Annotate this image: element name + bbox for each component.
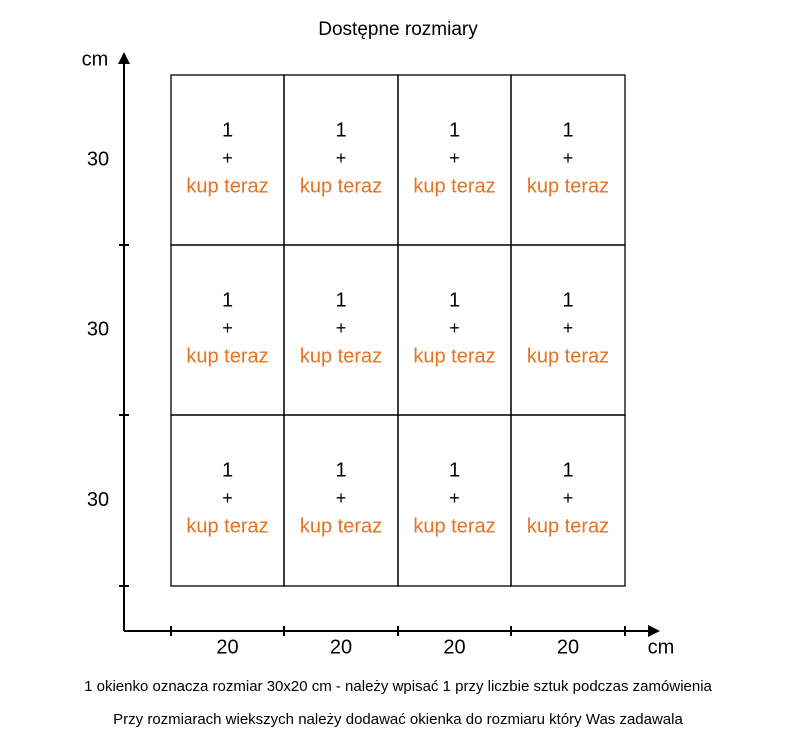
cell-sign: + — [449, 148, 460, 168]
cell-sign: + — [563, 148, 574, 168]
cell-sign: + — [336, 318, 347, 338]
x-label: 20 — [330, 636, 352, 658]
cell-count: 1 — [222, 289, 233, 311]
x-label: 20 — [216, 636, 238, 658]
cell-sign: + — [563, 318, 574, 338]
cell-sign: + — [222, 148, 233, 168]
cell-count: 1 — [335, 119, 346, 141]
cell-sign: + — [222, 318, 233, 338]
cell-count: 1 — [222, 459, 233, 481]
cell-count: 1 — [335, 459, 346, 481]
x-label: 20 — [443, 636, 465, 658]
cell-sign: + — [336, 148, 347, 168]
buy-link[interactable]: kup teraz — [300, 515, 382, 537]
cell-sign: + — [336, 488, 347, 508]
buy-link[interactable]: kup teraz — [527, 345, 609, 367]
cell-count: 1 — [449, 119, 460, 141]
buy-link[interactable]: kup teraz — [527, 175, 609, 197]
buy-link[interactable]: kup teraz — [300, 345, 382, 367]
cell-sign: + — [563, 488, 574, 508]
cell-sign: + — [449, 318, 460, 338]
buy-link[interactable]: kup teraz — [413, 345, 495, 367]
cell-count: 1 — [562, 289, 573, 311]
cell-count: 1 — [562, 119, 573, 141]
note: Przy rozmiarach wiekszych należy dodawać… — [113, 711, 683, 728]
cell-sign: + — [449, 488, 460, 508]
x-label: 20 — [557, 636, 579, 658]
buy-link[interactable]: kup teraz — [186, 345, 268, 367]
buy-link[interactable]: kup teraz — [300, 175, 382, 197]
title: Dostępne rozmiary — [318, 19, 478, 40]
cell — [510, 414, 626, 587]
cell-sign: + — [222, 488, 233, 508]
cell-count: 1 — [562, 459, 573, 481]
note: 1 okienko oznacza rozmiar 30x20 cm - nal… — [84, 678, 712, 695]
cell-count: 1 — [335, 289, 346, 311]
cell-count: 1 — [449, 289, 460, 311]
buy-link[interactable]: kup teraz — [413, 515, 495, 537]
cell-count: 1 — [222, 119, 233, 141]
y-arrow — [118, 52, 130, 64]
buy-link[interactable]: kup teraz — [186, 175, 268, 197]
y-label: 30 — [87, 148, 109, 170]
y-unit: cm — [82, 48, 109, 70]
y-label: 30 — [87, 318, 109, 340]
cell-count: 1 — [449, 459, 460, 481]
buy-link[interactable]: kup teraz — [527, 515, 609, 537]
x-arrow — [648, 625, 660, 637]
buy-link[interactable]: kup teraz — [413, 175, 495, 197]
buy-link[interactable]: kup teraz — [186, 515, 268, 537]
y-label: 30 — [87, 489, 109, 511]
x-unit: cm — [648, 636, 675, 658]
